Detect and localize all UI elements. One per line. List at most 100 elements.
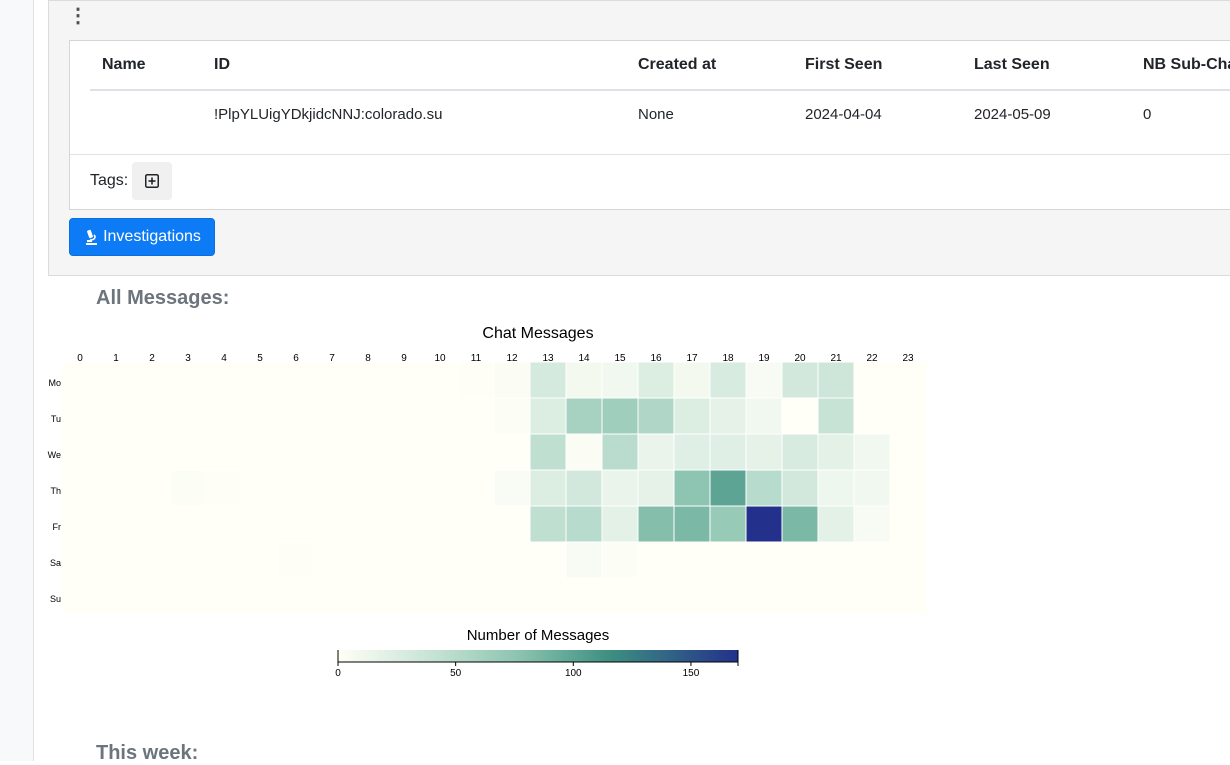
heatmap-cell — [350, 506, 386, 542]
heatmap-cell — [62, 434, 98, 470]
heatmap-cell — [386, 362, 422, 398]
this-week-heading: This week: — [96, 742, 199, 764]
heatmap-cell — [782, 578, 818, 614]
y-tick-label: Su — [50, 594, 61, 604]
heatmap-cell — [529, 397, 567, 435]
heatmap-cell — [709, 361, 747, 399]
heatmap-cell — [422, 434, 458, 470]
heatmap-cell — [242, 470, 278, 506]
x-tick-label: 1 — [113, 353, 119, 364]
table-header-name: Name — [102, 56, 146, 73]
heatmap-cell — [278, 470, 314, 506]
heatmap-cell — [637, 397, 675, 435]
heatmap-cell — [62, 578, 98, 614]
heatmap-cell — [709, 433, 747, 471]
heatmap-cell — [817, 433, 855, 471]
heatmap-cell — [529, 469, 567, 507]
heatmap-cell — [529, 505, 567, 543]
heatmap-cell — [601, 397, 639, 435]
chat-messages-heatmap: Chat Messages 0 1 2 3 4 5 6 7 8 9 10 11 12 13 14 15 16 17… — [47, 325, 926, 679]
heatmap-cell — [242, 542, 278, 578]
table-row-divider — [70, 154, 1230, 155]
heatmap-cell — [314, 434, 350, 470]
heatmap-cell — [601, 361, 639, 399]
x-tick-label: 5 — [257, 353, 263, 364]
heatmap-cell — [350, 362, 386, 398]
heatmap-cell — [206, 362, 242, 398]
heatmap-cell — [890, 470, 926, 506]
kebab-menu-icon[interactable]: ⋮ — [68, 5, 88, 27]
table-header-divider — [90, 89, 1230, 91]
heatmap-cell — [493, 361, 531, 399]
heatmap-cell — [350, 542, 386, 578]
colorbar-tick-label: 50 — [450, 668, 462, 679]
heatmap-cell — [817, 505, 855, 543]
investigations-button[interactable]: Investigations — [69, 218, 215, 256]
heatmap-cell — [529, 433, 567, 471]
heatmap-cell — [458, 398, 494, 434]
heatmap-cell — [278, 578, 314, 614]
heatmap-cell — [853, 433, 891, 471]
x-tick-label: 9 — [401, 353, 407, 364]
heatmap-cell — [565, 505, 603, 543]
y-tick-label: We — [48, 450, 61, 460]
heatmap-cell — [530, 578, 566, 614]
heatmap-cell — [422, 506, 458, 542]
heatmap-cell — [494, 542, 530, 578]
all-messages-heading: All Messages: — [96, 287, 230, 309]
heatmap-cell — [422, 542, 458, 578]
heatmap-cell — [854, 578, 890, 614]
heatmap-cell — [170, 542, 206, 578]
heatmap-cell — [818, 542, 854, 578]
heatmap-cell — [350, 578, 386, 614]
heatmap-cell — [386, 542, 422, 578]
heatmap-cell — [494, 434, 530, 470]
heatmap-cell — [98, 470, 134, 506]
heatmap-cell — [493, 469, 531, 507]
heatmap-cell — [350, 470, 386, 506]
table-header-created-at: Created at — [638, 56, 717, 73]
x-tick-label: 15 — [614, 353, 626, 364]
heatmap-cell — [422, 362, 458, 398]
heatmap-cell — [709, 505, 747, 543]
heatmap-cell — [854, 542, 890, 578]
x-tick-label: 10 — [434, 353, 446, 364]
heatmap-cell — [314, 398, 350, 434]
heatmap-cell — [314, 470, 350, 506]
heatmap-cell — [746, 542, 782, 578]
heatmap-cell — [170, 578, 206, 614]
table-header-first-seen: First Seen — [805, 56, 883, 73]
heatmap-cell — [673, 433, 711, 471]
x-tick-label: 12 — [506, 353, 518, 364]
table-header-id: ID — [214, 56, 230, 73]
heatmap-cell — [206, 578, 242, 614]
heatmap-cell — [601, 541, 639, 579]
heatmap-cell — [638, 542, 674, 578]
heatmap-cell — [386, 470, 422, 506]
heatmap-cell — [565, 433, 603, 471]
chart-title: Chat Messages — [482, 325, 593, 342]
investigations-label: Investigations — [103, 228, 201, 245]
heatmap-cell — [746, 578, 782, 614]
heatmap-cell — [98, 542, 134, 578]
heatmap-cell — [458, 434, 494, 470]
heatmap-cell — [314, 542, 350, 578]
heatmap-cell — [674, 578, 710, 614]
heatmap-cell — [242, 506, 278, 542]
heatmap-cell — [206, 434, 242, 470]
y-tick-label: Th — [50, 486, 61, 496]
heatmap-cell — [890, 434, 926, 470]
x-tick-label: 18 — [722, 353, 734, 364]
heatmap-cell — [134, 506, 170, 542]
heatmap-cell — [853, 505, 891, 543]
heatmap-cell — [890, 398, 926, 434]
heatmap-cell — [62, 506, 98, 542]
heatmap-cell — [134, 362, 170, 398]
add-tag-button[interactable] — [132, 162, 172, 200]
heatmap-cell — [638, 578, 674, 614]
heatmap-cell — [98, 398, 134, 434]
x-tick-label: 21 — [830, 353, 842, 364]
heatmap-cell — [169, 469, 207, 507]
heatmap-cell — [458, 542, 494, 578]
heatmap-cell — [817, 469, 855, 507]
